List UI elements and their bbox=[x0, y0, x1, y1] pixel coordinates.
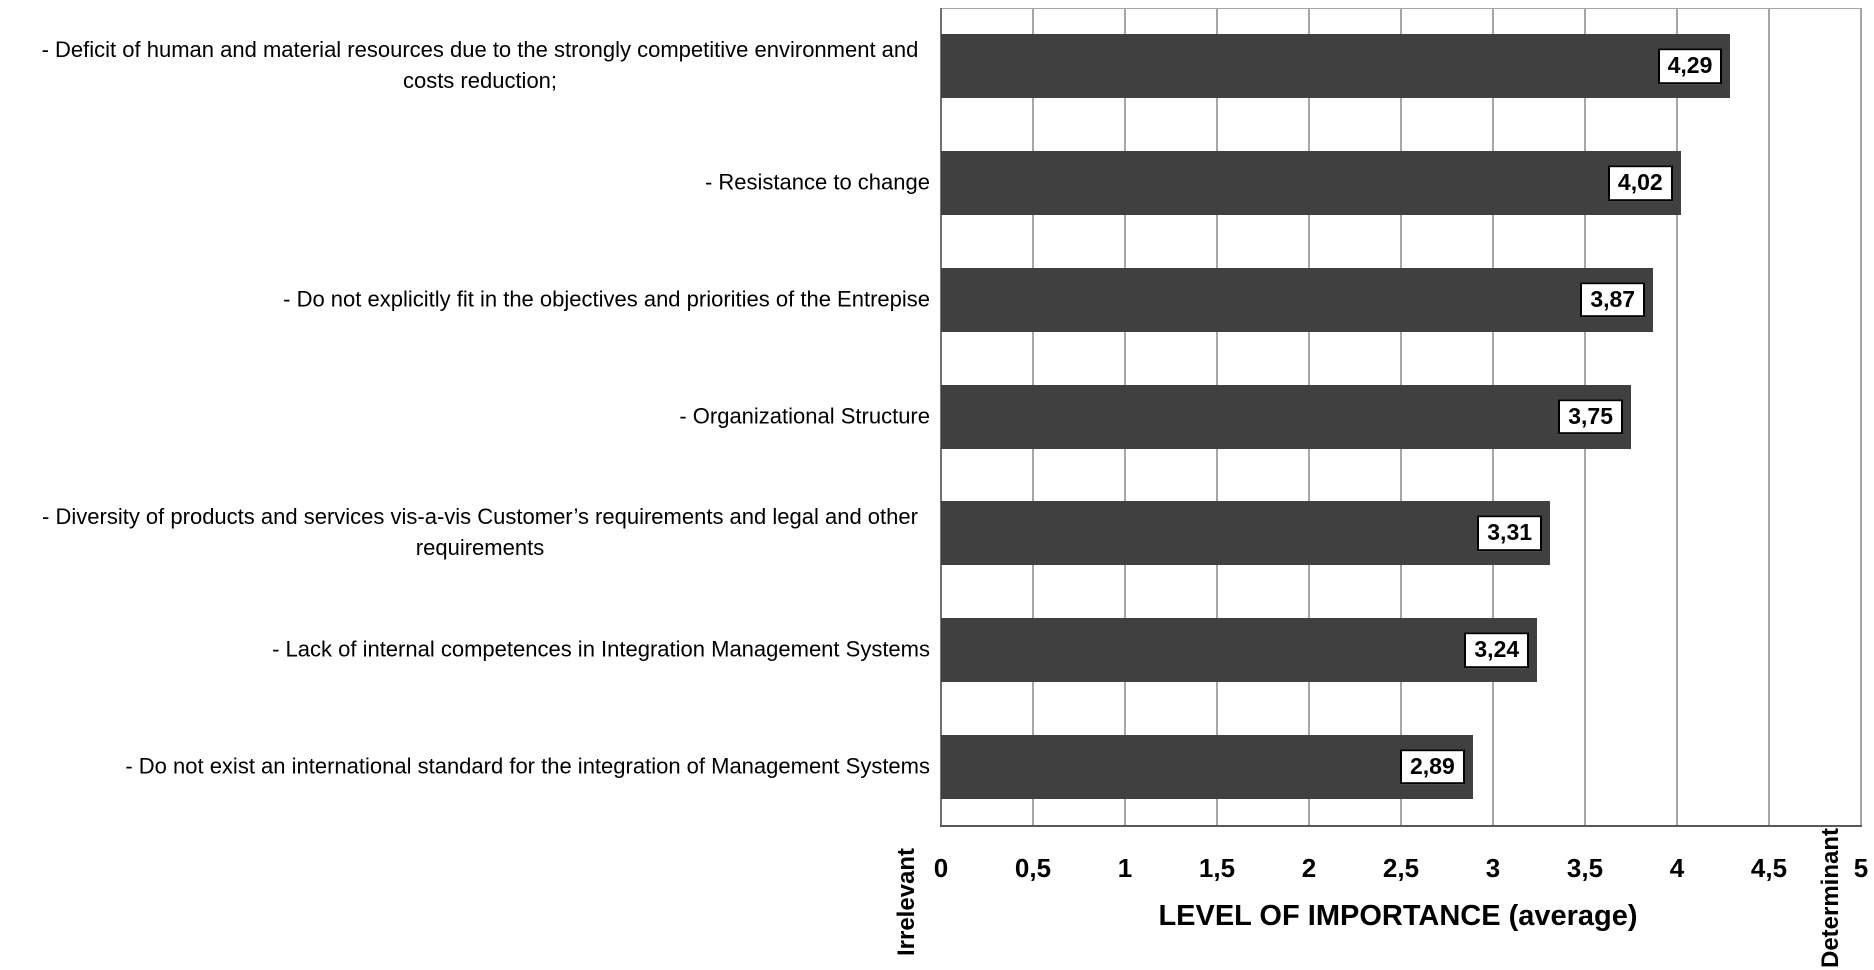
x-tick-label: 2,5 bbox=[1382, 853, 1420, 883]
bar: 3,31 bbox=[941, 501, 1551, 566]
gridline bbox=[1676, 8, 1678, 825]
bar-value-label: 2,89 bbox=[1399, 748, 1465, 785]
x-tick-label: 3 bbox=[1485, 853, 1501, 883]
category-label: - Resistance to change bbox=[704, 169, 930, 195]
gridline bbox=[1768, 8, 1770, 825]
x-tick-label: 3,5 bbox=[1566, 853, 1604, 883]
bar: 2,89 bbox=[941, 734, 1473, 799]
bar: 3,87 bbox=[941, 267, 1654, 332]
axis-end-annotation: Determinant bbox=[1817, 827, 1844, 969]
plot-right-border bbox=[1860, 8, 1862, 825]
bar-value-label: 3,87 bbox=[1580, 281, 1646, 318]
x-tick-label: 0 bbox=[933, 853, 949, 883]
bar-value-label: 3,31 bbox=[1477, 515, 1543, 551]
bar-value-label: 4,02 bbox=[1607, 165, 1673, 201]
x-axis-title: LEVEL OF IMPORTANCE (average) bbox=[1158, 900, 1638, 932]
x-tick-label: 2 bbox=[1301, 853, 1317, 883]
x-tick-label: 5 bbox=[1853, 853, 1869, 883]
plot-area: 4,29 4,02 3,87 3,75 3,31 3,24 2,89 bbox=[940, 8, 1862, 827]
category-label: - Organizational Structure bbox=[679, 403, 930, 429]
category-label: - Lack of internal competences in Integr… bbox=[272, 636, 930, 662]
bar-value-label: 4,29 bbox=[1657, 48, 1723, 85]
bar-value-label: 3,75 bbox=[1558, 398, 1623, 435]
x-axis-line bbox=[940, 825, 1862, 827]
category-label: - Diversity of products and services vis… bbox=[42, 504, 918, 561]
category-label: - Do not explicitly fit in the objective… bbox=[283, 286, 930, 312]
x-tick-label: 1,5 bbox=[1198, 853, 1236, 883]
category-label: - Do not exist an international standard… bbox=[125, 753, 930, 779]
bar-value-label: 3,24 bbox=[1464, 632, 1530, 668]
axis-start-annotation: Irrelevant bbox=[893, 847, 920, 957]
bar: 3,75 bbox=[941, 384, 1631, 449]
bar: 4,02 bbox=[941, 151, 1681, 216]
x-tick-label: 0,5 bbox=[1014, 853, 1052, 883]
bar: 3,24 bbox=[941, 617, 1538, 682]
x-tick-label: 1 bbox=[1117, 853, 1133, 883]
x-tick-label: 4 bbox=[1669, 853, 1685, 883]
category-label: - Deficit of human and material resource… bbox=[41, 37, 919, 94]
bar: 4,29 bbox=[941, 34, 1731, 99]
x-tick-label: 4,5 bbox=[1750, 853, 1788, 883]
